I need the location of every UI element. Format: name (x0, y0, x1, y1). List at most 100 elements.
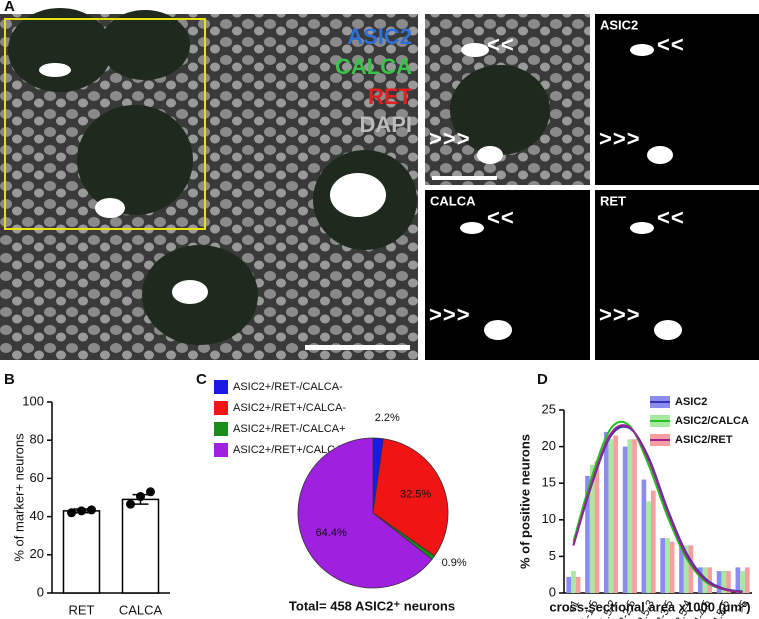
y-tick-label: 25 (542, 401, 556, 416)
y-tick-label: 60 (30, 470, 44, 485)
bar (740, 571, 745, 593)
neuron (450, 65, 550, 155)
bar (697, 567, 703, 593)
y-tick-label: 80 (30, 432, 44, 447)
data-point (87, 505, 96, 515)
legend-swatch (214, 443, 228, 457)
bar (571, 571, 576, 593)
arrow-mark: >>> (429, 126, 471, 151)
scale-bar (432, 176, 497, 180)
channel-label: ASIC2 (347, 24, 412, 49)
pie-slice (297, 437, 433, 589)
x-tick-label: <1 (566, 598, 582, 614)
neuron (100, 10, 190, 80)
bar (566, 576, 572, 593)
signal (95, 198, 125, 218)
bar (660, 538, 666, 593)
bar (641, 479, 647, 593)
bar (726, 571, 731, 593)
legend-label: ASIC2/CALCA (675, 415, 749, 427)
bar (627, 439, 633, 593)
bar (735, 567, 741, 593)
panel-label: B (4, 371, 15, 388)
bar (721, 571, 727, 593)
panel-a-images (0, 8, 759, 360)
bar (608, 439, 614, 593)
pie-total: Total= 458 ASIC2⁺ neurons (289, 598, 455, 613)
y-tick-label: 40 (30, 508, 44, 523)
signal (461, 43, 489, 57)
signal (654, 320, 682, 340)
inset-label: RET (600, 193, 626, 208)
arrow-mark: << (657, 205, 685, 230)
legend-label: ASIC2+/RET-/CALCA+ (233, 423, 346, 435)
y-axis-title: % of marker+ neurons (11, 433, 26, 562)
legend-label: ASIC2+/RET-/CALCA- (233, 381, 343, 393)
panel-label: C (196, 371, 207, 388)
inset-label: CALCA (430, 193, 476, 208)
bar (683, 545, 689, 593)
zoom-box (4, 18, 206, 230)
y-tick-label: 15 (542, 475, 556, 490)
legend-label: ASIC2 (675, 396, 707, 408)
bar (665, 538, 670, 593)
y-tick-label: 20 (542, 438, 556, 453)
bar (575, 576, 581, 593)
y-tick-label: 20 (30, 546, 44, 561)
signal (647, 146, 673, 164)
value-label: 32.5% (400, 488, 431, 500)
value-label: 64.4% (316, 527, 347, 539)
y-axis-title: % of positive neurons (517, 434, 532, 569)
bar (603, 431, 609, 593)
neuron (8, 8, 112, 92)
legend-label: ASIC2+/RET+/CALCA- (233, 402, 346, 414)
arrow-mark: << (487, 205, 515, 230)
scale-bar (305, 345, 410, 350)
y-tick-label: 0 (549, 584, 556, 599)
signal (39, 63, 71, 77)
panel-label: D (537, 371, 548, 388)
arrow-mark: << (657, 32, 685, 57)
pie-slice (372, 438, 449, 557)
arrow-mark: >>> (599, 126, 641, 151)
arrow-mark: << (487, 32, 515, 57)
bar (679, 545, 684, 593)
arrow-mark: >>> (429, 302, 471, 327)
signal (172, 280, 208, 304)
data-point (77, 506, 86, 516)
channel-label: CALCA (335, 54, 412, 79)
inset-label: ASIC2 (600, 17, 638, 32)
bar (688, 545, 694, 593)
x-tick-label: RET (69, 602, 95, 617)
bar (669, 541, 675, 593)
x-axis-title: cross-sectional area x1000 (µm²) (549, 599, 750, 614)
bar (613, 435, 619, 593)
channel-label: DAPI (359, 112, 412, 137)
value-label: 0.9% (442, 557, 467, 569)
inset-asic2 (595, 14, 759, 185)
bar (62, 510, 101, 594)
bar (121, 498, 160, 594)
channel-label: RET (368, 84, 413, 109)
y-tick-label: 0 (37, 584, 44, 599)
signal (630, 222, 654, 234)
fit-curve (572, 424, 743, 594)
x-tick-label: CALCA (119, 602, 163, 617)
legend-swatch (214, 422, 228, 436)
signal (477, 146, 503, 164)
y-tick-label: 100 (22, 393, 44, 408)
legend-label: ASIC2/RET (675, 434, 733, 446)
value-label: 2.2% (375, 412, 400, 424)
data-point (136, 492, 145, 502)
legend-swatch (214, 380, 228, 394)
signal (630, 44, 654, 56)
panel-label: A (4, 0, 15, 15)
bar (707, 567, 713, 593)
y-tick-label: 10 (542, 511, 556, 526)
bar (716, 571, 722, 593)
legend-swatch (214, 401, 228, 415)
signal (460, 222, 484, 234)
y-tick-label: 5 (549, 548, 556, 563)
bar (622, 446, 628, 593)
